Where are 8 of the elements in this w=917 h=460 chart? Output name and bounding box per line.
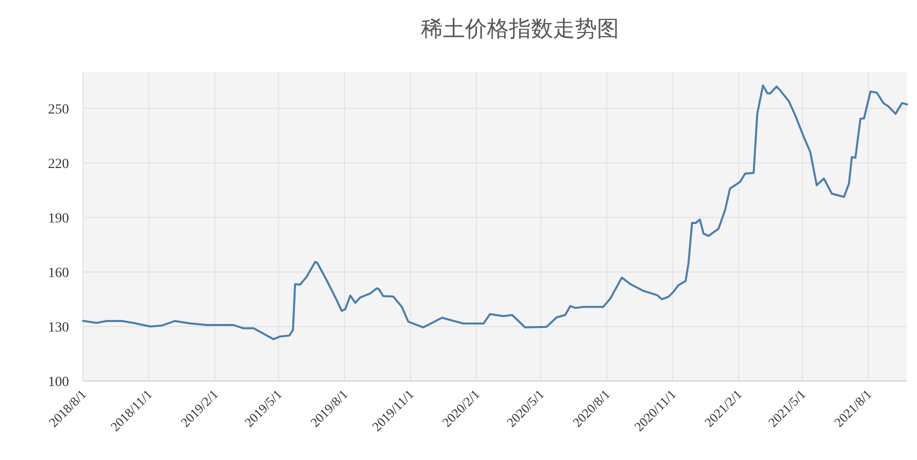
y-tick-label: 160	[48, 266, 69, 281]
y-tick-label: 130	[48, 320, 69, 336]
y-tick-label: 190	[48, 211, 69, 226]
line-series	[82, 84, 908, 340]
y-tick-label: 220	[48, 156, 69, 172]
y-tick-label: 250	[48, 102, 69, 118]
y-tick-label: 100	[48, 375, 69, 390]
chart-title: 稀土价格指数走势图	[421, 16, 619, 41]
